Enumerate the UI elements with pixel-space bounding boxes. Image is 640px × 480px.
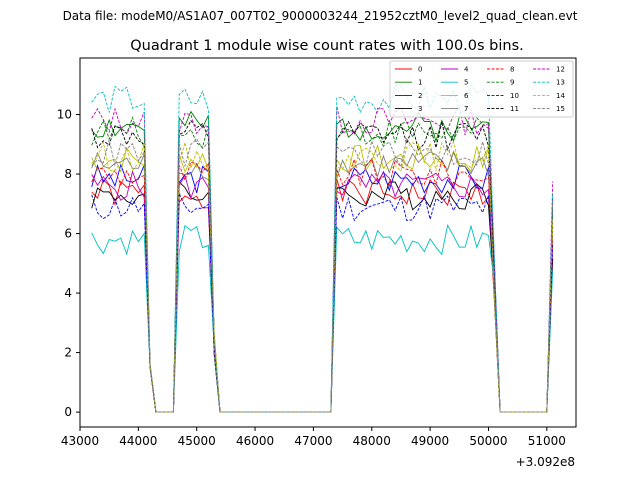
series-line-8 [91,157,554,413]
x-tick-label: 50000 [469,434,507,448]
legend-label-5: 5 [464,79,468,87]
series-line-3 [91,180,554,413]
legend-label-6: 6 [464,92,469,100]
legend-label-13: 13 [556,79,565,87]
series-line-2 [91,163,554,413]
legend-label-2: 2 [418,92,422,100]
y-tick-label: 0 [64,405,72,419]
x-tick-label: 49000 [411,434,449,448]
x-tick-label: 46000 [236,434,274,448]
series-line-5 [91,224,554,413]
x-tick-label: 48000 [353,434,391,448]
legend-label-4: 4 [464,66,469,74]
legend-label-3: 3 [418,105,422,113]
legend-label-7: 7 [464,105,468,113]
x-tick-label: 47000 [294,434,332,448]
legend-label-1: 1 [418,79,422,87]
y-tick-label: 8 [64,167,72,181]
series-line-10 [91,193,554,413]
legend-label-11: 11 [510,105,519,113]
legend-label-12: 12 [556,66,565,74]
legend-box [389,60,574,118]
y-tick-label: 4 [64,286,72,300]
y-axis: 0 2 4 6 8 10 [57,108,80,419]
x-offset-label: +3.092e8 [516,455,575,469]
x-tick-label: 43000 [61,434,99,448]
y-tick-label: 6 [64,227,72,241]
series-line-12 [91,105,554,413]
y-tick-label: 2 [64,346,72,360]
legend-label-0: 0 [418,66,422,74]
y-tick-label: 10 [57,108,72,122]
plot-lines [91,83,554,413]
legend-label-10: 10 [510,92,519,100]
chart-suptitle: Data file: modeM0/AS1A07_007T02_90000032… [63,9,578,23]
series-line-0 [91,177,554,413]
legend-label-9: 9 [510,79,514,87]
legend-label-14: 14 [556,92,565,100]
x-tick-label: 51000 [528,434,566,448]
plot-frame [79,57,577,428]
chart-title: Quadrant 1 module wise count rates with … [130,38,524,54]
series-line-15 [91,137,554,413]
series-line-4 [91,170,554,413]
series-line-14 [91,140,554,413]
x-tick-label: 45000 [178,434,216,448]
legend-label-15: 15 [556,105,565,113]
x-tick-label: 44000 [119,434,157,448]
series-line-13 [91,83,554,413]
legend-label-8: 8 [510,66,514,74]
x-axis: 43000 44000 45000 46000 47000 48000 49000 50000… [61,427,566,448]
